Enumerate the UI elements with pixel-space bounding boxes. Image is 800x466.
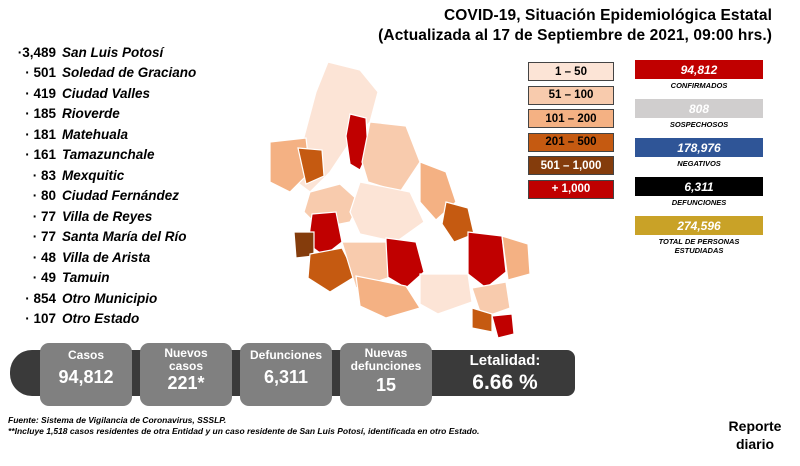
municipality-row: · 185 Rioverde [4, 104, 224, 125]
new-deaths-label: Nuevas defunciones [350, 346, 422, 373]
municipality-count: · 77 [32, 208, 56, 224]
cases-pill: Casos 94,812 [40, 343, 132, 406]
municipality-count: · 854 [25, 290, 56, 306]
legend-item: 101 – 200 [528, 109, 614, 128]
legend: 1 – 50 51 – 100 101 – 200 201 – 500 501 – 1,… [528, 62, 614, 203]
map-region-sierra [471, 281, 511, 319]
municipality-row: · 48 Villa de Arista [4, 247, 224, 268]
municipality-name: Ciudad Fernández [62, 188, 180, 204]
municipality-count: · 77 [32, 229, 56, 245]
municipality-row: · 49 Tamuin [4, 268, 224, 289]
cases-value: 94,812 [58, 367, 114, 387]
stat-value: 808 [635, 99, 763, 118]
map-region-valles [467, 231, 507, 289]
stat-value: 274,596 [635, 216, 763, 235]
title-line-1: COVID-19, Situación Epidemiológica Estat… [443, 7, 772, 24]
municipality-count: · 49 [32, 270, 56, 286]
municipality-name: Ciudad Valles [62, 85, 151, 101]
municipality-name: San Luis Potosí [62, 44, 164, 60]
stat-label: TOTAL DE PERSONAS ESTUDIADAS [658, 237, 740, 255]
map-region-center-south [341, 241, 389, 289]
municipality-row: · 107 Otro Estado [4, 309, 224, 330]
municipality-name: Otro Municipio [62, 290, 158, 306]
municipality-row: · 419 Ciudad Valles [4, 83, 224, 104]
lethality-label: Letalidad: [469, 352, 541, 369]
municipality-count: · 185 [25, 106, 56, 122]
municipality-name: Soledad de Graciano [62, 65, 197, 81]
municipality-name: Matehuala [62, 126, 129, 142]
municipality-name: Mexquitic [62, 167, 125, 183]
legend-item: + 1,000 [528, 179, 614, 199]
map-region-north-west-2 [297, 147, 325, 185]
municipality-count: · 181 [25, 126, 56, 142]
stats-panel: 94,812 CONFIRMADOS 808 SOSPECHOSOS 178,976 NE… [635, 60, 763, 255]
municipality-count: · 83 [32, 167, 56, 183]
municipality-name: Santa María del Río [62, 229, 187, 245]
title-line-2: (Actualizada al 17 de Septiembre de 2021… [378, 27, 772, 44]
municipality-row: · 80 Ciudad Fernández [4, 186, 224, 207]
municipality-name: Villa de Arista [62, 249, 151, 265]
page-title: COVID-19, Situación Epidemiológica Estat… [378, 6, 772, 46]
stat-label: CONFIRMADOS [670, 81, 728, 90]
municipality-count: · 501 [25, 65, 56, 81]
source-text: Fuente: Sistema de Vigilancia de Coronav… [8, 415, 227, 425]
municipality-row: · 854 Otro Municipio [4, 288, 224, 309]
new-cases-label: Nuevos casos [164, 346, 208, 373]
new-deaths-pill: Nuevas defunciones 15 [340, 343, 432, 406]
daily-report-label: Reporte diario [728, 418, 782, 452]
municipality-count: · 48 [32, 249, 56, 265]
municipality-name: Tamazunchale [62, 147, 155, 163]
municipality-row: · 161 Tamazunchale [4, 145, 224, 166]
note-text: **Incluye 1,518 casos residentes de otra… [8, 425, 480, 436]
map-region-huasteca-east [501, 235, 531, 281]
new-cases-pill: Nuevos casos 221* [140, 343, 232, 406]
map-region-south [355, 275, 421, 319]
municipality-list: ·3,489 San Luis Potosí · 501 Soledad de Gra… [4, 42, 224, 329]
cases-label: Casos [67, 348, 105, 362]
municipality-count: ·3,489 [17, 44, 56, 60]
map-region-tamazunchale [491, 313, 515, 339]
deaths-pill: Defunciones 6,311 [240, 343, 332, 406]
legend-item: 51 – 100 [528, 85, 614, 105]
municipality-name: Villa de Reyes [62, 208, 153, 224]
legend-item: 1 – 50 [528, 62, 614, 81]
municipality-row: · 501 Soledad de Graciano [4, 63, 224, 84]
municipality-count: · 161 [25, 147, 56, 163]
deaths-value: 6,311 [263, 367, 309, 387]
municipality-name: Tamuin [62, 270, 110, 286]
municipality-row: · 77 Santa María del Río [4, 227, 224, 248]
municipality-count: · 80 [32, 188, 56, 204]
stat-value: 94,812 [635, 60, 763, 79]
legend-item: 501 – 1,000 [528, 156, 614, 175]
municipality-name: Otro Estado [62, 311, 140, 327]
new-deaths-value: 15 [375, 375, 397, 395]
footer-source: Fuente: Sistema de Vigilancia de Coronav… [8, 415, 508, 436]
municipality-count: · 419 [25, 85, 56, 101]
map-region-matehuala [345, 113, 369, 171]
map-region-rioverde [385, 237, 425, 289]
lethality-value: 6.66 % [472, 371, 538, 394]
map-region-south-west [307, 247, 357, 293]
map-region-center-north [361, 121, 421, 193]
deaths-label: Defunciones [249, 348, 322, 362]
stat-label: NEGATIVOS [677, 159, 721, 168]
map-region-center [349, 181, 425, 243]
municipality-row: ·3,489 San Luis Potosí [4, 42, 224, 63]
municipality-name: Rioverde [62, 106, 120, 122]
municipality-count: · 107 [25, 311, 56, 327]
state-map [269, 61, 531, 339]
stat-label: SOSPECHOSOS [669, 120, 729, 129]
municipality-row: · 181 Matehuala [4, 124, 224, 145]
stat-label: DEFUNCIONES [671, 198, 727, 207]
municipality-row: · 83 Mexquitic [4, 165, 224, 186]
lethality: Letalidad: 6.66 % [445, 352, 565, 395]
legend-item: 201 – 500 [528, 132, 614, 152]
municipality-row: · 77 Villa de Reyes [4, 206, 224, 227]
map-region-huasteca-north [441, 201, 475, 243]
map-region-south-east [419, 273, 473, 315]
stat-value: 6,311 [635, 177, 763, 196]
stat-value: 178,976 [635, 138, 763, 157]
map-region-far-south [471, 307, 493, 333]
new-cases-value: 221* [167, 373, 205, 393]
